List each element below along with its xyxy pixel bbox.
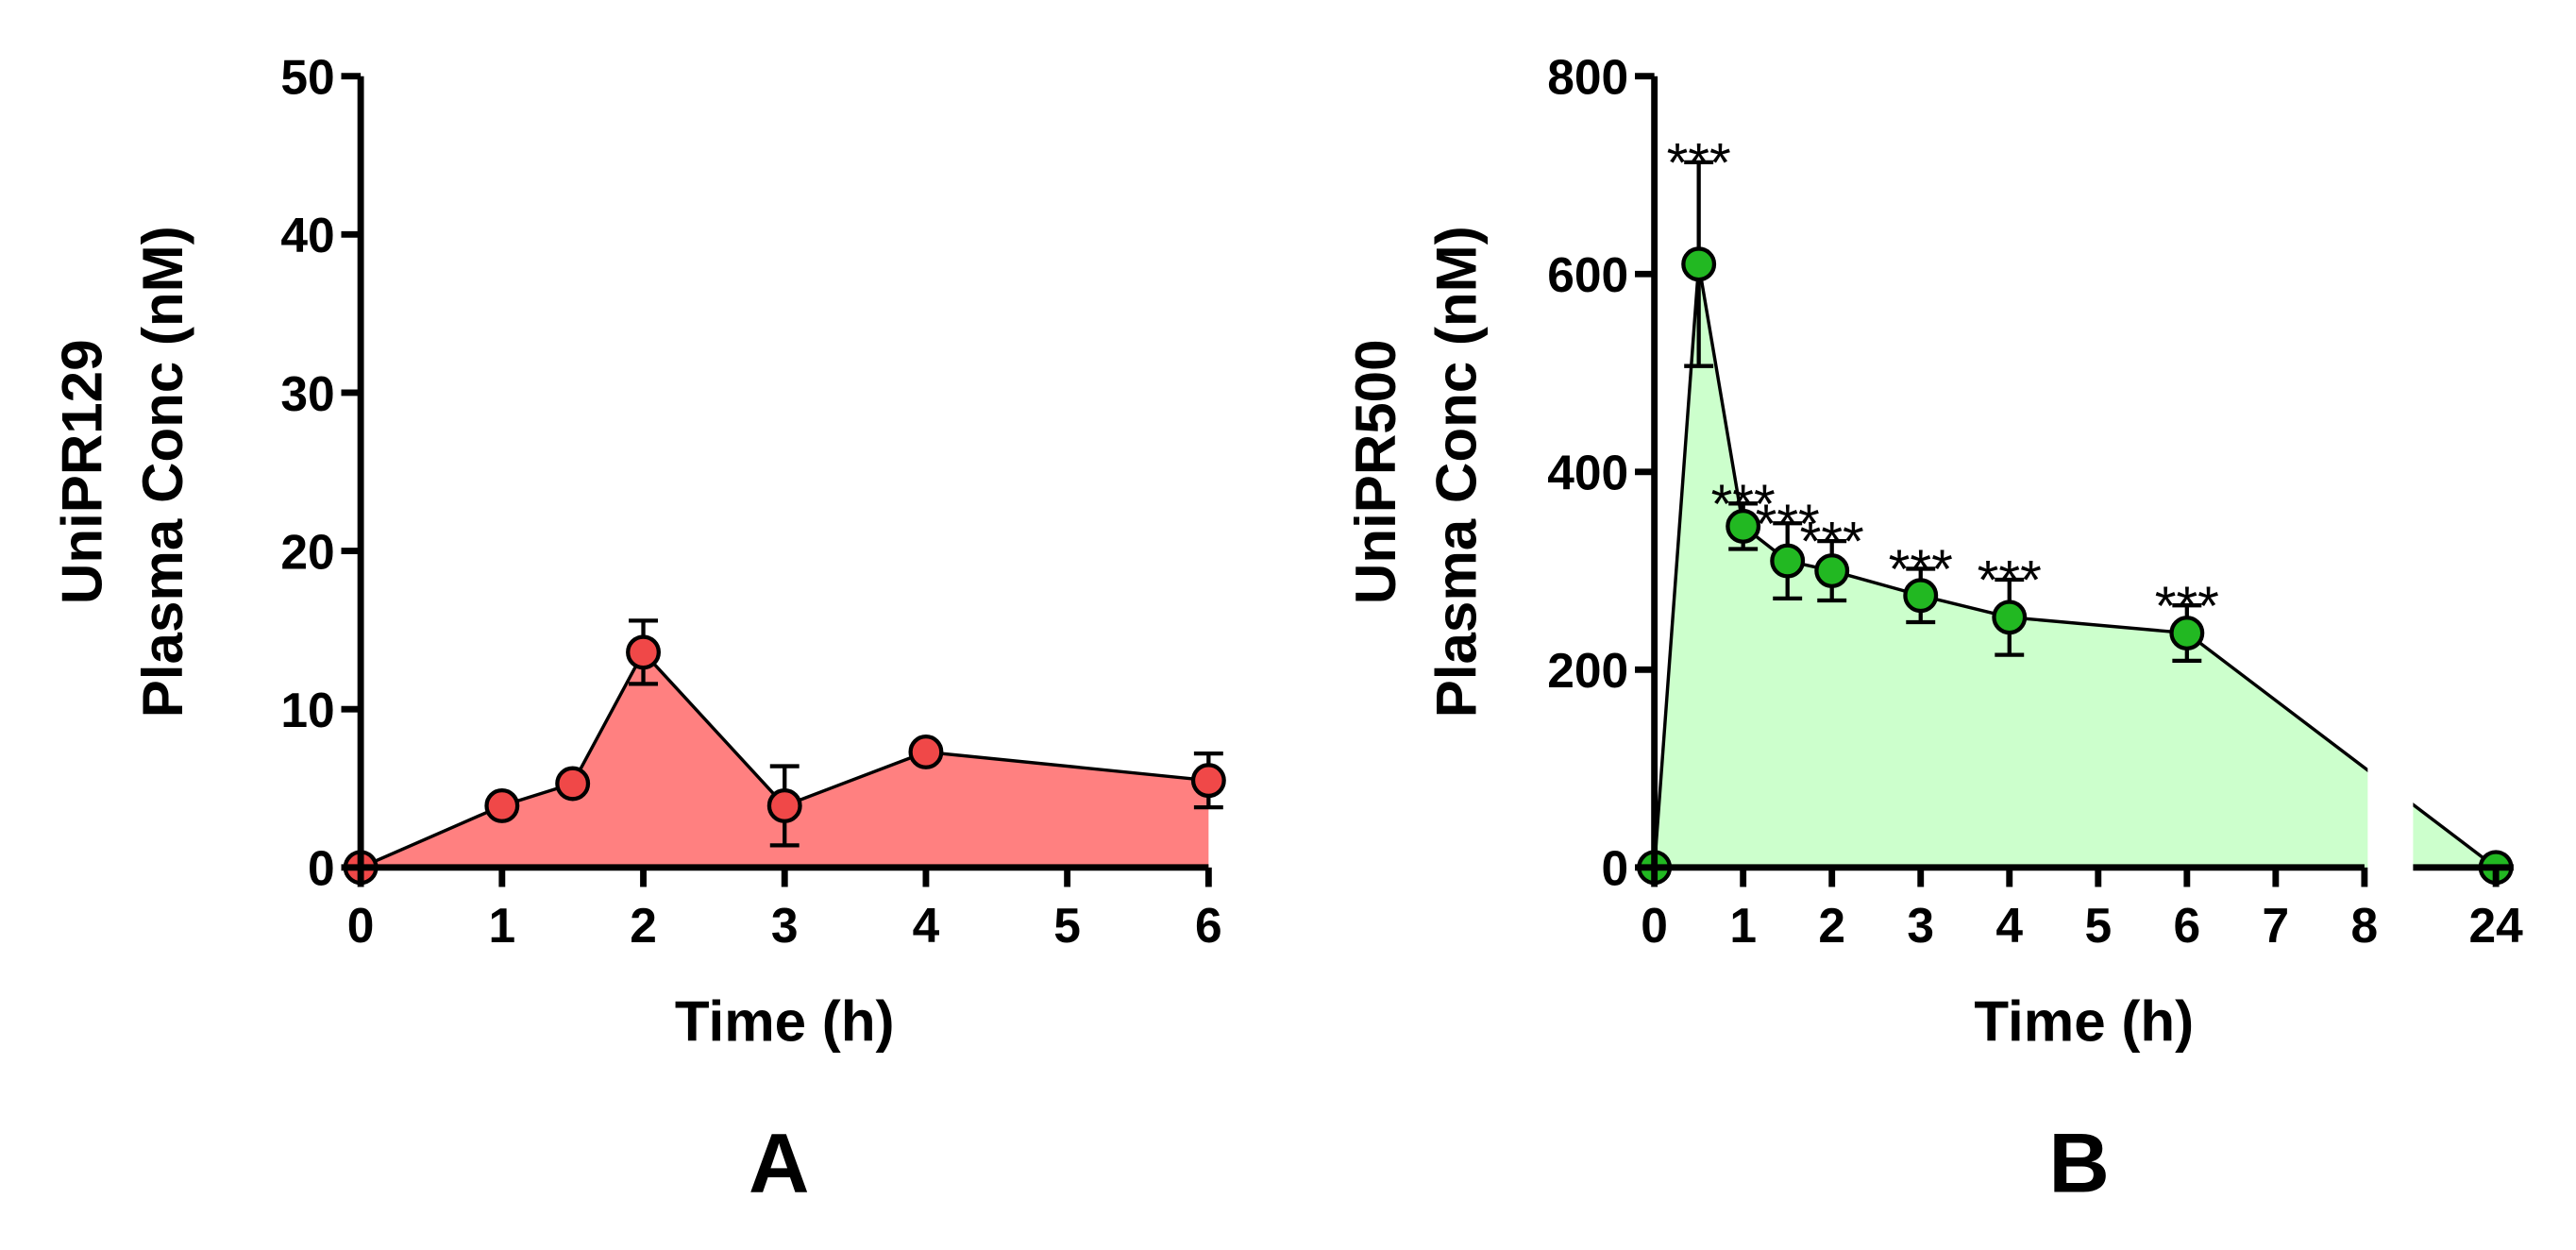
- marker: [1726, 508, 1761, 544]
- panel-label: A: [749, 1115, 810, 1209]
- annotation: ***: [1800, 512, 1864, 573]
- marker: [555, 766, 591, 802]
- x-tick-label: 8: [2351, 898, 2379, 953]
- marker: [1903, 578, 1939, 614]
- y-tick-label: 200: [1547, 643, 1628, 698]
- marker: [1992, 600, 2028, 635]
- x-tick-label: 24: [2468, 898, 2523, 953]
- x-tick-label: 4: [1995, 898, 2023, 953]
- annotation: ***: [1756, 494, 1820, 555]
- y-tick-label: 20: [280, 524, 334, 579]
- marker: [1681, 246, 1717, 282]
- y-tick-label: 30: [280, 366, 334, 421]
- y-tick-label: 50: [280, 50, 334, 105]
- y-tick-label: 800: [1547, 50, 1628, 105]
- x-tick-label: 5: [2084, 898, 2112, 953]
- annotation: ***: [2155, 576, 2219, 637]
- marker: [626, 634, 661, 670]
- x-tick-label: 4: [913, 898, 940, 953]
- x-tick-label: 1: [488, 898, 515, 953]
- x-tick-label: 7: [2263, 898, 2290, 953]
- area: [1654, 263, 2497, 868]
- x-tick-label: 0: [1641, 898, 1668, 953]
- x-tick-label: 5: [1053, 898, 1081, 953]
- x-tick-label: 0: [347, 898, 375, 953]
- axis-break: [2367, 59, 2414, 901]
- marker: [1190, 763, 1226, 799]
- annotation: ***: [1667, 132, 1731, 194]
- marker: [2169, 616, 2205, 651]
- x-axis-label: Time (h): [675, 990, 895, 1054]
- y-tick-label: 10: [280, 683, 334, 737]
- panel-label: B: [2048, 1115, 2109, 1209]
- y-axis-label: Plasma Conc (nM): [131, 226, 194, 718]
- y-tick-label: 600: [1547, 247, 1628, 302]
- x-tick-label: 6: [2173, 898, 2200, 953]
- annotation: ***: [1889, 539, 1953, 600]
- marker: [908, 735, 944, 769]
- annotation: ***: [1711, 474, 1776, 535]
- y-tick-label: 400: [1547, 446, 1628, 500]
- x-tick-label: 3: [1907, 898, 1934, 953]
- annotation: ***: [1978, 550, 2042, 612]
- marker: [484, 787, 520, 823]
- x-tick-label: 2: [1818, 898, 1845, 953]
- y-axis-label: Plasma Conc (nM): [1425, 226, 1489, 718]
- x-axis-label: Time (h): [1974, 990, 2194, 1054]
- y-axis-label: UniPR129: [50, 339, 113, 604]
- x-tick-label: 1: [1729, 898, 1757, 953]
- y-tick-label: 0: [308, 841, 335, 896]
- y-axis-label: UniPR500: [1344, 339, 1407, 604]
- marker: [1814, 553, 1850, 589]
- marker: [766, 787, 802, 823]
- area: [361, 651, 1209, 868]
- x-tick-label: 6: [1195, 898, 1222, 953]
- y-tick-label: 0: [1602, 841, 1629, 896]
- x-tick-label: 2: [630, 898, 657, 953]
- marker: [1770, 543, 1806, 579]
- y-tick-label: 40: [280, 208, 334, 262]
- x-tick-label: 3: [771, 898, 799, 953]
